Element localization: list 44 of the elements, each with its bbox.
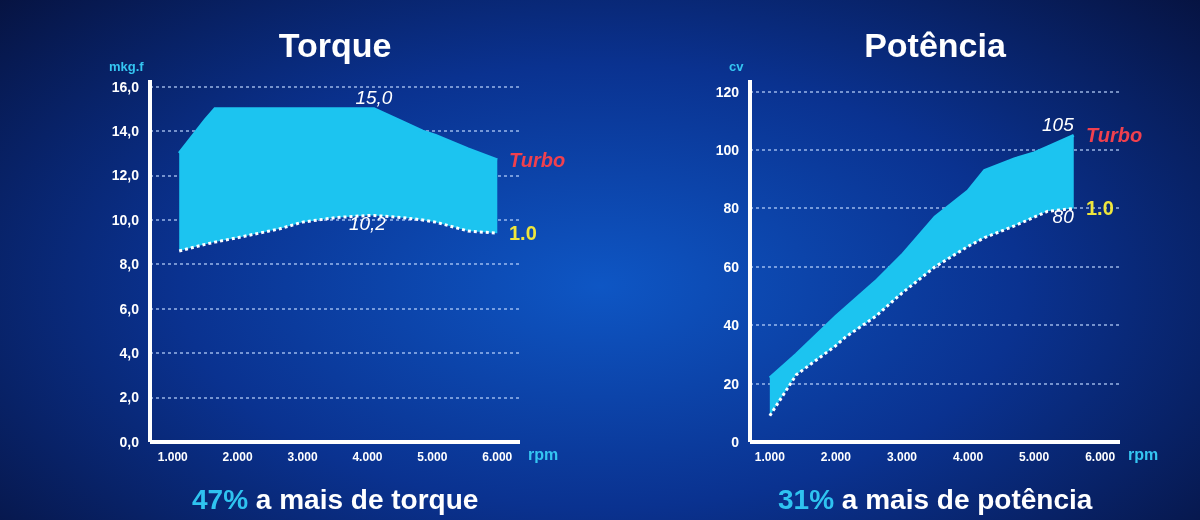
- y-tick-label: 6,0: [119, 300, 140, 317]
- y-tick-label: 12,0: [111, 167, 140, 184]
- data-label: 10,2: [348, 212, 387, 234]
- chart-title: Torque: [278, 25, 392, 64]
- text: 31% a mais de potência: [778, 484, 1093, 515]
- y-tick-label: 4,0: [119, 345, 140, 362]
- x-tick-label: 4.000: [953, 450, 984, 464]
- x-tick-label: 3.000: [287, 450, 318, 464]
- x-axis-title: rpm: [528, 446, 559, 463]
- chart-title: Potência: [864, 25, 1007, 64]
- y-tick-label: 0: [731, 433, 740, 450]
- y-tick-label: 8,0: [119, 256, 140, 273]
- series-label: Turbo: [1086, 124, 1143, 146]
- x-tick-label: 6.000: [482, 450, 513, 464]
- series-label: Turbo: [509, 149, 566, 171]
- x-tick-label: 4.000: [352, 450, 383, 464]
- x-tick-label: 2.000: [820, 450, 852, 464]
- x-tick-label: 2.000: [222, 450, 253, 464]
- y-tick-label: 100: [715, 141, 740, 158]
- y-tick-label: 80: [723, 200, 740, 217]
- y-tick-label: 2,0: [119, 389, 140, 406]
- x-tick-label: 3.000: [886, 450, 918, 464]
- text: 47% a mais de torque: [192, 484, 479, 515]
- y-axis-title: cv: [729, 59, 745, 74]
- x-tick-label: 1.000: [754, 450, 786, 464]
- x-tick-label: 5.000: [1019, 450, 1050, 464]
- y-tick-label: 10,0: [111, 211, 140, 228]
- y-tick-label: 14,0: [111, 122, 140, 139]
- data-label: 105: [1042, 113, 1075, 135]
- y-tick-label: 16,0: [111, 78, 140, 95]
- series-label: 1.0: [1086, 197, 1114, 219]
- y-tick-label: 0,0: [119, 433, 140, 450]
- y-tick-label: 120: [715, 83, 740, 100]
- y-tick-label: 60: [723, 258, 740, 275]
- y-tick-label: 40: [723, 317, 740, 334]
- y-axis-title: mkg.f: [109, 59, 145, 74]
- x-tick-label: 6.000: [1085, 450, 1116, 464]
- series-label: 1.0: [509, 222, 537, 244]
- x-axis-title: rpm: [1128, 446, 1159, 463]
- y-tick-label: 20: [723, 375, 740, 392]
- data-label: 80: [1052, 205, 1075, 227]
- data-label: 15,0: [355, 87, 393, 109]
- x-tick-label: 5.000: [417, 450, 448, 464]
- x-tick-label: 1.000: [157, 450, 189, 464]
